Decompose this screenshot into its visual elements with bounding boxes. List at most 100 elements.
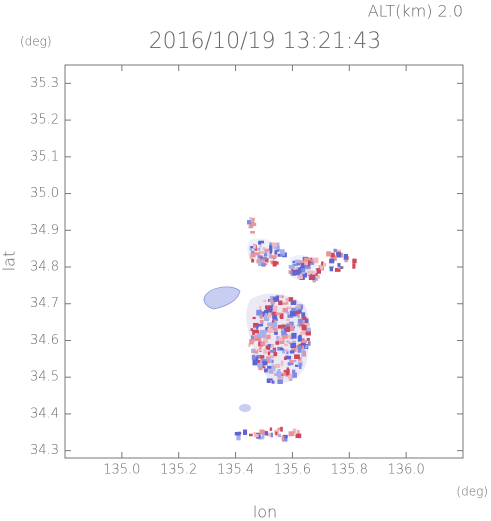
echo-speckle [313, 277, 319, 281]
echo-speckle [282, 434, 288, 439]
echo-speckle [282, 372, 287, 376]
echo-speckle [272, 311, 277, 318]
echo-speckle [301, 340, 308, 343]
echo-speckle [330, 254, 336, 260]
echo-speckle [251, 217, 255, 221]
echo-speckle [262, 433, 265, 439]
echo-speckle [271, 302, 274, 308]
echo-speckle [266, 378, 273, 383]
echo-speckle [281, 302, 288, 305]
echo-speckle [249, 433, 253, 437]
echo-speckle [267, 351, 271, 356]
echo-speckle [236, 434, 241, 441]
echo-speckle [287, 373, 292, 380]
echo-speckle [259, 305, 262, 312]
echo-speckle [264, 257, 269, 263]
echo-speckle [307, 260, 311, 267]
echo-speckle [288, 321, 294, 326]
echo-speckle [286, 318, 290, 322]
echo-speckle [310, 259, 317, 262]
y-tick-label: 35.3 [30, 76, 59, 91]
echo-speckle [270, 432, 274, 438]
echo-speckle [298, 363, 302, 370]
echo-speckle [284, 349, 289, 352]
echo-speckle [273, 261, 279, 265]
echo-speckle [289, 350, 295, 354]
echo-speckle [344, 258, 348, 263]
echo-speckle [269, 242, 273, 248]
echo-speckle [316, 268, 322, 274]
echo-speckle [289, 325, 295, 331]
echo-speckle [268, 344, 274, 347]
echo-speckle [271, 363, 275, 366]
echo-speckle [256, 332, 262, 338]
echo-speckle [277, 427, 281, 431]
echo-speckle [298, 325, 304, 329]
echo-speckle [288, 264, 295, 269]
echo-speckle [303, 257, 310, 263]
echo-speckle [252, 329, 255, 335]
echo-speckle [251, 354, 256, 360]
echo-speckle [271, 320, 275, 323]
echo-speckle [295, 308, 299, 313]
echo-speckle [272, 318, 278, 322]
echo-speckle [295, 259, 301, 263]
y-tick-label: 34.7 [30, 296, 59, 311]
echo-speckle [262, 257, 267, 260]
echo-speckle [286, 340, 289, 343]
echo-speckle [258, 324, 263, 327]
echo-speckle [259, 429, 265, 435]
echo-speckle [301, 316, 307, 320]
y-tick-label: 35.1 [30, 149, 59, 164]
echo-speckle [267, 322, 272, 326]
echo-speckle [269, 247, 273, 254]
echo-speckle [272, 316, 278, 320]
echo-speckle [257, 362, 263, 368]
echo-speckle [263, 348, 268, 354]
echo-speckle [270, 380, 273, 383]
echo-speckle [256, 309, 262, 316]
echo-speckle [281, 331, 287, 337]
echo-speckle [284, 343, 289, 347]
echo-speckle [242, 429, 248, 435]
echo-speckle [271, 380, 275, 384]
echo-speckle [264, 248, 270, 252]
echo-speckle [294, 312, 299, 317]
echo-speckle [329, 258, 335, 264]
echo-speckle [304, 264, 311, 269]
x-unit: (deg) [456, 485, 488, 499]
echo-speckle [269, 296, 276, 301]
echo-speckle [286, 326, 291, 333]
echo-speckle [301, 312, 306, 318]
echo-speckle [260, 355, 265, 360]
echo-speckle [257, 255, 263, 261]
echo-speckle [277, 346, 283, 351]
echo-speckle [275, 312, 281, 315]
echo-speckle [287, 334, 293, 339]
echo-speckle [258, 260, 265, 267]
echo-speckle [252, 316, 256, 320]
y-axis-label: lat [0, 251, 19, 272]
echo-speckle [259, 319, 264, 325]
echo-speckle [272, 297, 278, 302]
echo-speckle [326, 251, 332, 257]
echo-speckle [304, 261, 310, 265]
echo-region [203, 286, 241, 310]
echo-speckle [300, 263, 305, 269]
echo-speckle [265, 305, 271, 309]
echo-speckle [286, 323, 292, 326]
echo-speckle [292, 263, 298, 267]
echo-speckle [250, 245, 254, 249]
echo-speckle [288, 341, 292, 345]
echo-speckle [279, 313, 284, 319]
echo-speckle [261, 262, 266, 267]
echo-speckle [258, 240, 264, 244]
echo-speckle [275, 341, 280, 345]
echo-speckle [270, 354, 276, 358]
echo-speckle [282, 307, 289, 313]
echo-speckle [282, 348, 286, 354]
echo-speckle [312, 270, 316, 275]
echo-speckle [234, 431, 241, 436]
echo-speckle [270, 349, 276, 353]
echo-speckle [292, 369, 296, 374]
